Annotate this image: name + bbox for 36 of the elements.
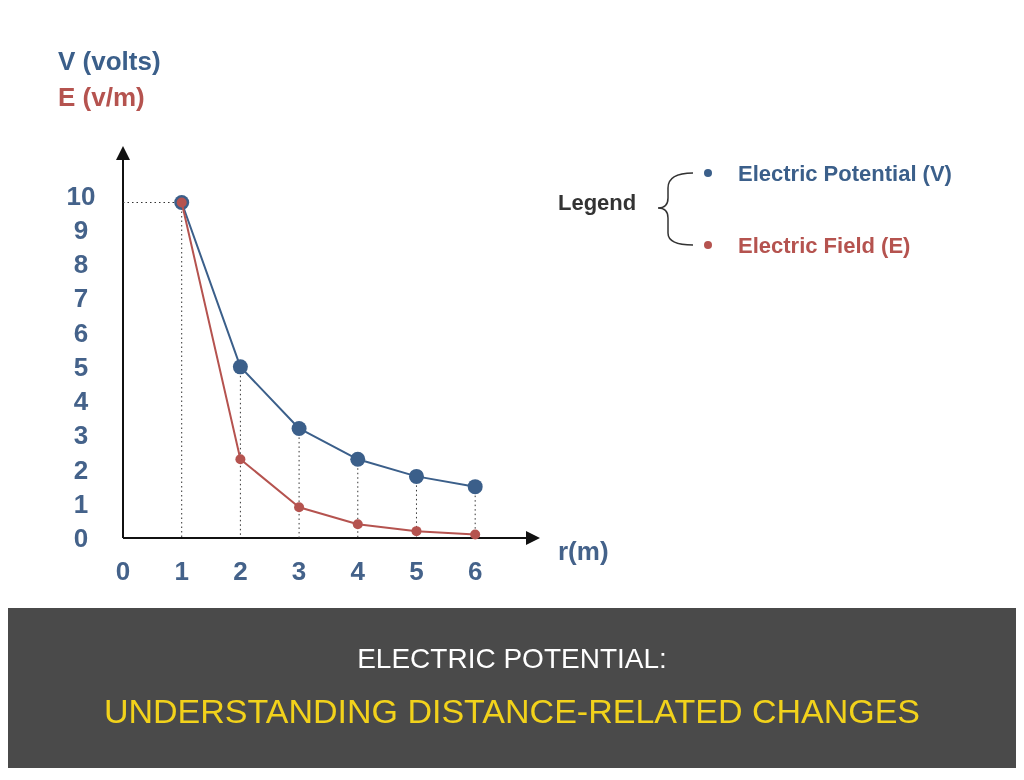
point: [411, 526, 422, 537]
y-tick-label: 9: [73, 214, 89, 245]
text: E (v/m): [58, 82, 145, 112]
y-tick-label: 2: [73, 454, 89, 485]
legend-label: Electric Field (E): [738, 232, 911, 258]
point: [352, 519, 363, 530]
legend-title: Legend: [558, 190, 637, 215]
point: [408, 468, 424, 484]
legend-label: Electric Potential (V): [738, 160, 952, 186]
y-tick-label: 5: [73, 351, 89, 382]
y-tick-label: 10: [66, 180, 96, 211]
x-tick-label: 3: [291, 556, 307, 586]
point: [470, 529, 481, 540]
y-tick-label: 0: [73, 523, 89, 554]
point: [350, 451, 366, 467]
y-axis-title: V (volts): [58, 46, 161, 76]
point: [291, 420, 307, 436]
y-tick-label: 4: [73, 386, 89, 417]
x-tick-label: 4: [350, 556, 366, 586]
y-tick-label: 1: [73, 488, 89, 519]
text: ELECTRIC POTENTIAL:: [357, 643, 667, 674]
x-tick-label: 6: [467, 556, 483, 586]
point: [294, 502, 305, 513]
x-tick-label: 5: [409, 556, 424, 586]
x-tick-label: 0: [115, 556, 131, 586]
point: [235, 454, 246, 465]
y-tick-label: 7: [73, 283, 89, 314]
text: UNDERSTANDING DISTANCE-RELATED CHANGES: [103, 692, 921, 730]
point: [232, 359, 248, 375]
x-tick-label: 1: [174, 556, 189, 586]
y-tick-label: 3: [73, 420, 89, 451]
point: [467, 479, 483, 495]
y-tick-label: 8: [73, 249, 89, 280]
x-tick-label: 2: [233, 556, 248, 586]
y-tick-label: 6: [73, 317, 89, 348]
x-axis-title: r(m): [558, 536, 609, 566]
